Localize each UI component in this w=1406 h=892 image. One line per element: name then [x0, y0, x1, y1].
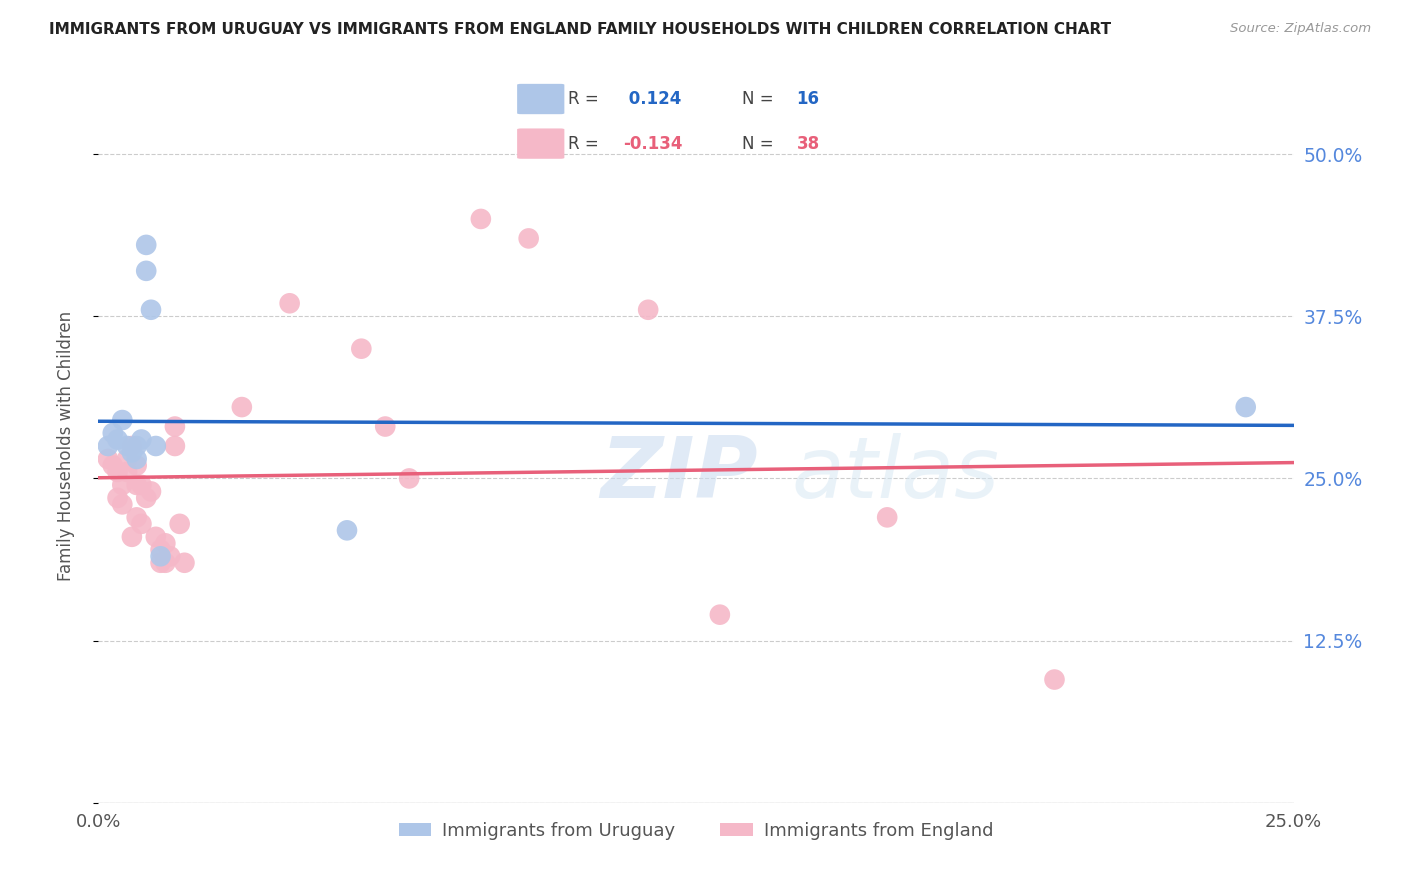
FancyBboxPatch shape — [517, 128, 564, 159]
Point — [111, 413, 134, 427]
Point — [115, 452, 138, 467]
Text: Source: ZipAtlas.com: Source: ZipAtlas.com — [1230, 22, 1371, 36]
Point — [336, 524, 359, 538]
Text: 38: 38 — [797, 135, 820, 153]
Point — [169, 516, 191, 531]
Point — [125, 439, 148, 453]
Text: IMMIGRANTS FROM URUGUAY VS IMMIGRANTS FROM ENGLAND FAMILY HOUSEHOLDS WITH CHILDR: IMMIGRANTS FROM URUGUAY VS IMMIGRANTS FR… — [49, 22, 1111, 37]
Point — [139, 302, 162, 317]
Point — [517, 231, 540, 245]
Point — [163, 439, 186, 453]
Point — [1234, 400, 1257, 414]
Point — [139, 484, 162, 499]
Point — [350, 342, 373, 356]
Point — [149, 542, 172, 557]
Point — [125, 458, 148, 473]
Point — [163, 419, 186, 434]
Point — [107, 433, 129, 447]
Point — [149, 549, 172, 564]
Point — [374, 419, 396, 434]
Point — [145, 439, 167, 453]
Point — [125, 510, 148, 524]
Point — [125, 478, 148, 492]
Text: 16: 16 — [797, 90, 820, 108]
Text: ZIP: ZIP — [600, 433, 758, 516]
Text: R =: R = — [568, 135, 605, 153]
Point — [278, 296, 301, 310]
Point — [107, 465, 129, 479]
Point — [115, 439, 138, 453]
Point — [159, 549, 181, 564]
Point — [155, 556, 177, 570]
Point — [121, 445, 143, 459]
Point — [121, 439, 143, 453]
Text: R =: R = — [568, 90, 605, 108]
Point — [115, 465, 138, 479]
Point — [637, 302, 659, 317]
Point — [97, 439, 120, 453]
Point — [1043, 673, 1066, 687]
Point — [121, 530, 143, 544]
Text: -0.134: -0.134 — [623, 135, 683, 153]
Point — [125, 452, 148, 467]
Y-axis label: Family Households with Children: Family Households with Children — [56, 311, 75, 581]
Point — [107, 491, 129, 505]
Text: N =: N = — [741, 135, 779, 153]
Point — [135, 491, 157, 505]
Point — [173, 556, 195, 570]
Point — [101, 425, 124, 440]
Point — [101, 458, 124, 473]
Point — [131, 433, 153, 447]
Point — [149, 556, 172, 570]
Point — [398, 471, 420, 485]
Point — [131, 516, 153, 531]
Point — [470, 211, 492, 226]
Point — [111, 478, 134, 492]
Text: atlas: atlas — [792, 433, 1000, 516]
Legend: Immigrants from Uruguay, Immigrants from England: Immigrants from Uruguay, Immigrants from… — [391, 815, 1001, 847]
Point — [155, 536, 177, 550]
Point — [135, 264, 157, 278]
Point — [709, 607, 731, 622]
Point — [111, 497, 134, 511]
Point — [131, 478, 153, 492]
Text: 0.124: 0.124 — [623, 90, 682, 108]
Point — [876, 510, 898, 524]
Point — [135, 238, 157, 252]
Point — [145, 530, 167, 544]
Point — [97, 452, 120, 467]
FancyBboxPatch shape — [517, 84, 564, 114]
Text: N =: N = — [741, 90, 779, 108]
Point — [231, 400, 253, 414]
